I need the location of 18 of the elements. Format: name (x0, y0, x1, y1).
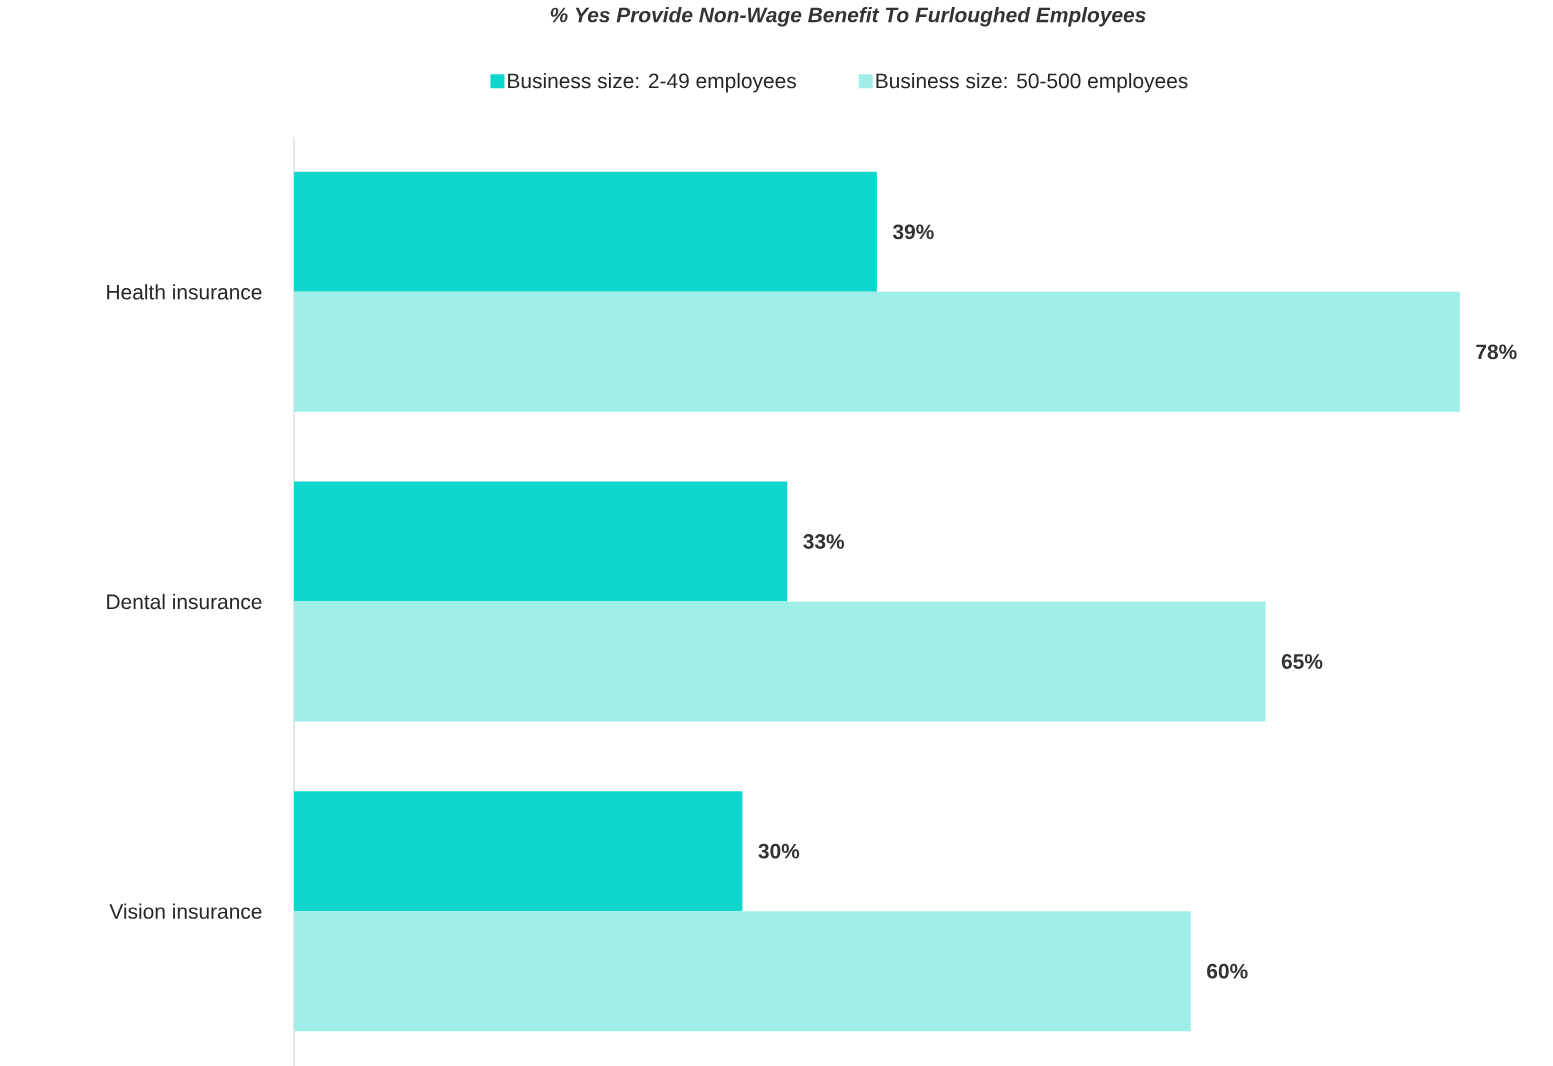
data-label: 39% (892, 224, 934, 240)
legend-label: Business size: 50-500 employees (876, 72, 1188, 93)
data-label: 30% (758, 843, 800, 859)
data-label: 33% (803, 534, 845, 549)
data-label: 65% (1281, 654, 1323, 669)
y-tick-label: Vision insurance (109, 903, 262, 919)
legend-label: Business size: 2-49 employees (508, 72, 796, 93)
bar (294, 601, 1266, 722)
bar (294, 171, 877, 292)
data-label: 60% (1207, 963, 1248, 979)
bar (294, 481, 788, 602)
bar (294, 791, 743, 912)
data-label: 78% (1476, 344, 1517, 360)
y-tick-label: Dental insurance (107, 593, 262, 610)
bar (294, 911, 1191, 1032)
bar (294, 291, 1460, 412)
y-tick-label: Health insurance (107, 284, 262, 300)
chart-title: % Yes Provide Non-Wage Benefit To Furloughed Employees (550, 7, 1146, 27)
